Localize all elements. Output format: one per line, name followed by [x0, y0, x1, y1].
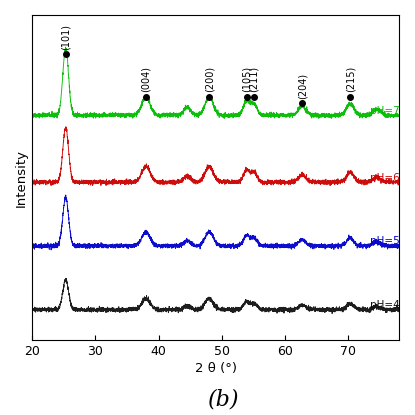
Text: (200): (200) — [204, 66, 214, 93]
X-axis label: 2 θ (°): 2 θ (°) — [195, 362, 237, 375]
Text: (211): (211) — [249, 66, 259, 93]
Text: pH=6: pH=6 — [371, 173, 400, 183]
Text: (b): (b) — [208, 389, 240, 411]
Text: (105): (105) — [242, 66, 251, 93]
Text: pH=5: pH=5 — [371, 236, 400, 247]
Text: (004): (004) — [141, 66, 151, 93]
Text: (204): (204) — [297, 73, 307, 98]
Y-axis label: Intensity: Intensity — [15, 149, 28, 207]
Text: (215): (215) — [345, 66, 355, 93]
Text: pH=7: pH=7 — [371, 106, 400, 116]
Text: (101): (101) — [61, 24, 71, 50]
Text: pH=4: pH=4 — [371, 300, 400, 310]
